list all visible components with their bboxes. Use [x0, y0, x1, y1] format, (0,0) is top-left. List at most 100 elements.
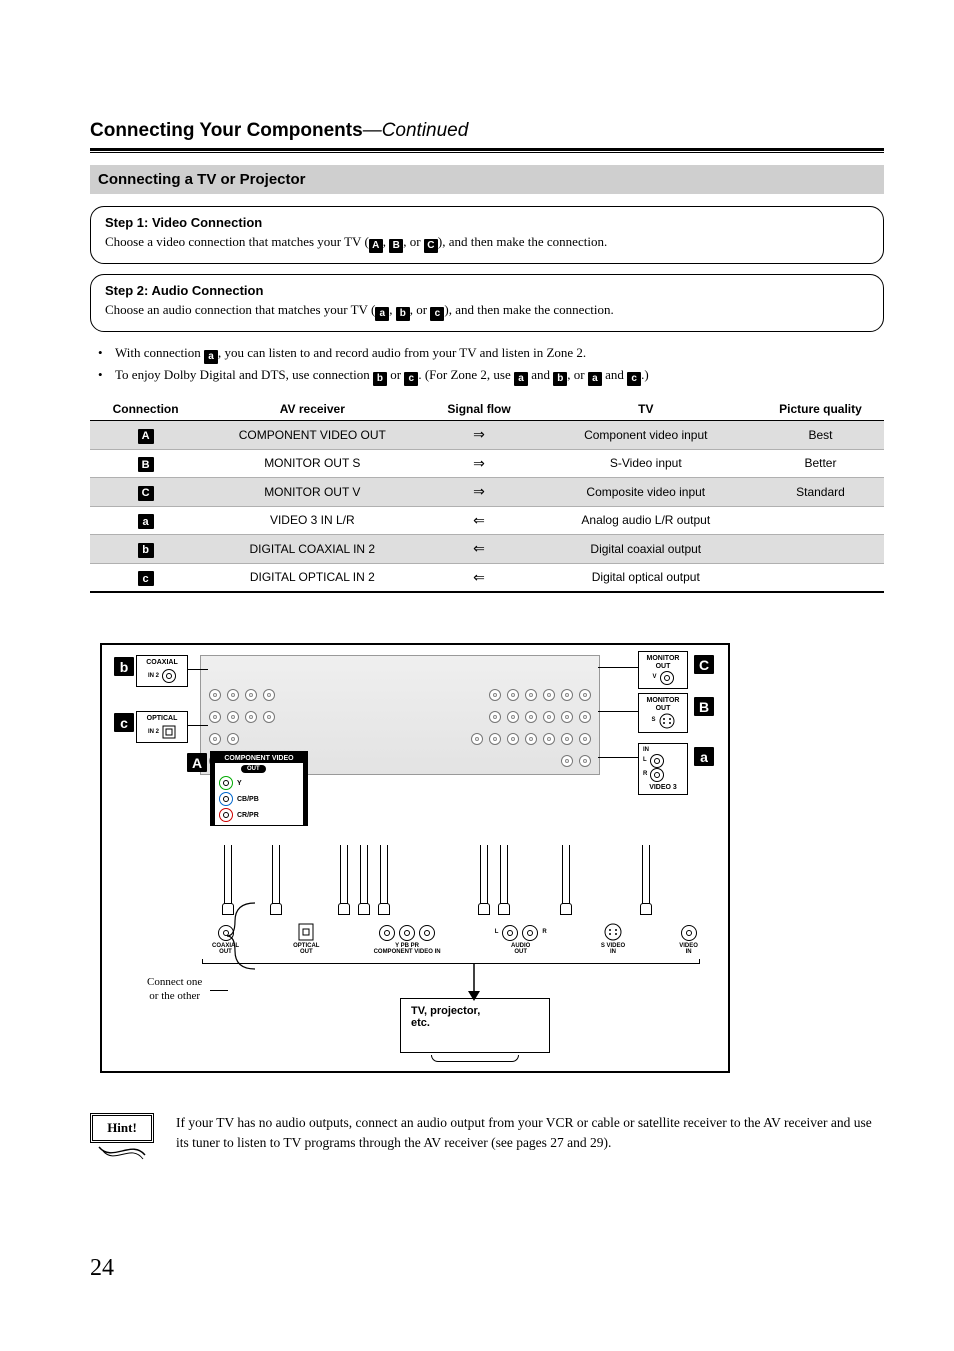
row-flow: ⇐ [423, 535, 534, 564]
component-pb-jack-icon [219, 792, 233, 806]
note-2: To enjoy Dolby Digital and DTS, use conn… [112, 364, 884, 386]
note-1: With connection a, you can listen to and… [112, 342, 884, 364]
hint-badge: Hint! [90, 1113, 154, 1165]
callout-coaxial: COAXIAL IN 2 [136, 655, 188, 687]
table-row: b DIGITAL COAXIAL IN 2⇐Digital coaxial ou… [90, 535, 884, 564]
row-tv: Component video input [535, 421, 757, 450]
plug-icon [338, 903, 350, 915]
optical-jack-icon [162, 725, 176, 739]
video3-r-jack-icon [650, 768, 664, 782]
table-row: cDIGITAL OPTICAL IN 2⇐Digital optical ou… [90, 563, 884, 592]
hint-block: Hint! If your TV has no audio outputs, c… [90, 1113, 884, 1165]
row-flow: ⇒ [423, 421, 534, 450]
lead-line [598, 667, 638, 668]
lead-line [598, 711, 638, 712]
plug-icon [378, 903, 390, 915]
arrow-down-icon [464, 963, 484, 1003]
tv-port-row: COAXIAL OUT OPTICAL OUT Y PB PR COMPONEN… [212, 915, 698, 955]
jack-icon [419, 925, 435, 941]
note2-chip-a1: a [514, 372, 528, 386]
row-tv: S-Video input [535, 449, 757, 478]
step2-box: Step 2: Audio Connection Choose an audio… [90, 274, 884, 332]
lead-line [188, 669, 208, 670]
page-title-continued: —Continued [363, 120, 469, 141]
table-row: aVIDEO 3 IN L/R⇐Analog audio L/R output [90, 506, 884, 535]
chip-b: b [396, 307, 410, 321]
page-title: Connecting Your Components—Continued [90, 120, 884, 142]
tv-separator [202, 963, 700, 964]
row-pq [757, 563, 884, 592]
note2-chip-b: b [373, 372, 387, 386]
row-pq [757, 535, 884, 564]
row-av: DIGITAL COAXIAL IN 2 [201, 535, 423, 564]
callout-optical: OPTICAL IN 2 [136, 711, 188, 743]
note2-chip-c: c [404, 372, 418, 386]
chip-a: a [375, 307, 389, 321]
hint-curl-icon [97, 1145, 147, 1165]
hint-text: If your TV has no audio outputs, connect… [176, 1113, 884, 1152]
th-av: AV receiver [201, 398, 423, 421]
table-header-row: Connection AV receiver Signal flow TV Pi… [90, 398, 884, 421]
tv-separator-end [699, 959, 700, 964]
step2-heading: Step 2: Audio Connection [105, 283, 869, 298]
page-title-main: Connecting Your Components [90, 120, 363, 141]
row-pq: Best [757, 421, 884, 450]
row-pq [757, 506, 884, 535]
row-av: MONITOR OUT S [201, 449, 423, 478]
cable [500, 845, 508, 907]
diagram-chip-b: b [114, 657, 134, 676]
plug-icon [560, 903, 572, 915]
plug-icon [270, 903, 282, 915]
th-flow: Signal flow [423, 398, 534, 421]
row-tv: Digital coaxial output [535, 535, 757, 564]
row-flow: ⇐ [423, 506, 534, 535]
row-chip: C [138, 486, 154, 501]
svideo-jack-icon [659, 713, 675, 729]
row-chip: b [138, 543, 154, 558]
row-pq: Better [757, 449, 884, 478]
row-chip: A [138, 429, 154, 444]
row-pq: Standard [757, 478, 884, 507]
callout-monitor-s: MONITOR OUT S [638, 693, 688, 732]
chip-C: C [424, 239, 438, 253]
row-flow: ⇐ [423, 563, 534, 592]
tv-projector-box: TV, projector, etc. [400, 998, 550, 1053]
table-row: BMONITOR OUT S⇒S-Video inputBetter [90, 449, 884, 478]
jack-icon [399, 925, 415, 941]
row-flow: ⇒ [423, 478, 534, 507]
cable [224, 845, 232, 907]
tv-port-component: Y PB PR COMPONENT VIDEO IN [374, 925, 441, 956]
title-rule-thick [90, 148, 884, 151]
table-row: CMONITOR OUT V⇒Composite video inputStan… [90, 478, 884, 507]
lead-line [188, 725, 208, 726]
cable [360, 845, 368, 907]
row-av: COMPONENT VIDEO OUT [201, 421, 423, 450]
diagram-chip-B: B [694, 697, 714, 716]
note1-chip-a: a [204, 350, 218, 364]
callout-monitor-v: MONITOR OUT V [638, 651, 688, 688]
th-pq: Picture quality [757, 398, 884, 421]
lead-line [210, 990, 228, 991]
hint-label: Hint! [90, 1113, 154, 1143]
plug-icon [640, 903, 652, 915]
note2-chip-a2: a [588, 372, 602, 386]
tv-separator-end [202, 959, 203, 964]
row-chip: a [138, 514, 154, 529]
table-row: A COMPONENT VIDEO OUT⇒Component video inp… [90, 421, 884, 450]
tv-port-audio: L R AUDIO OUT [495, 925, 547, 956]
note2-chip-b2: b [553, 372, 567, 386]
jack-icon [502, 925, 518, 941]
step1-box: Step 1: Video Connection Choose a video … [90, 206, 884, 264]
title-rule-thin [90, 152, 884, 153]
tv-port-svideo: S VIDEO IN [601, 923, 625, 956]
row-tv: Digital optical output [535, 563, 757, 592]
svideo-port-icon [604, 923, 622, 941]
row-tv: Composite video input [535, 478, 757, 507]
video3-l-jack-icon [650, 754, 664, 768]
th-connection: Connection [90, 398, 201, 421]
callout-component-out: COMPONENT VIDEO OUT Y CB/PB CR/PR [210, 751, 308, 826]
diagram-chip-A: A [187, 753, 207, 772]
row-flow: ⇒ [423, 449, 534, 478]
chip-B: B [389, 239, 403, 253]
note2-chip-c2: c [627, 372, 641, 386]
